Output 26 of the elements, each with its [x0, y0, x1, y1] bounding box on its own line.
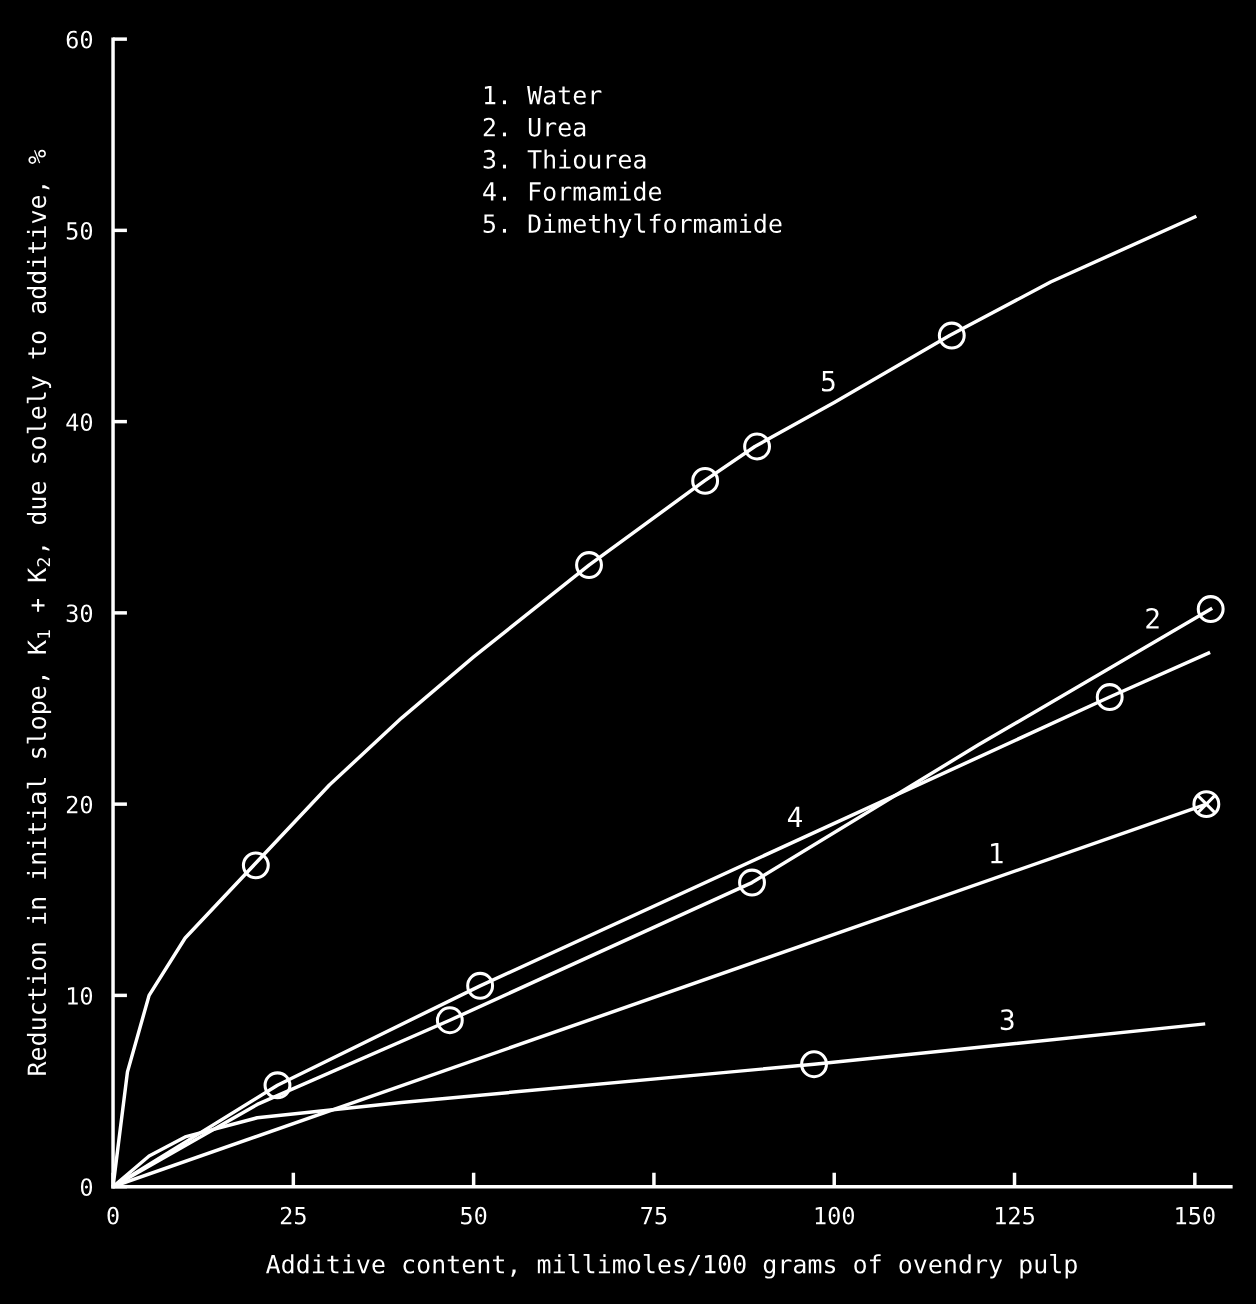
x-tick-label: 150 [1176, 1206, 1215, 1225]
annotation: 1. Water [484, 85, 602, 105]
x-axis-title: Additive content, millimoles/100 grams of ovendry pulp [266, 1254, 1077, 1279]
series-label: 5 [822, 370, 835, 392]
y-tick-label: 0 [80, 1178, 93, 1197]
x-tick-label: 125 [996, 1206, 1034, 1225]
annotation: 4. Formamide [483, 181, 662, 201]
x-tick-label: 25 [280, 1206, 306, 1225]
series-label: 2 [1146, 607, 1159, 629]
x-tick-label: 50 [461, 1206, 487, 1225]
y-tick-label: 40 [66, 413, 93, 431]
x-tick-label: 0 [107, 1206, 119, 1225]
y-tick-label: 10 [68, 986, 93, 1005]
annotation: 3. Thiourea [483, 149, 646, 169]
y-tick-label: 20 [66, 795, 93, 814]
x-tick-label: 100 [815, 1206, 855, 1225]
x-tick-label: 75 [641, 1206, 667, 1225]
series-label: 3 [1000, 1009, 1014, 1031]
y-tick-label: 60 [66, 30, 93, 49]
series-label: 1 [991, 842, 1003, 864]
annotation: 2. Urea [483, 117, 586, 137]
y-tick-label: 30 [66, 604, 93, 623]
series-label: 4 [787, 806, 802, 827]
y-tick-label: 50 [66, 221, 93, 240]
y-axis-title: Reduction in initial slope, K$_{1}$ + K$_{2}$, due solely to additive, % [26, 149, 52, 1075]
annotation: 5. Dimethylformamide [483, 213, 782, 238]
